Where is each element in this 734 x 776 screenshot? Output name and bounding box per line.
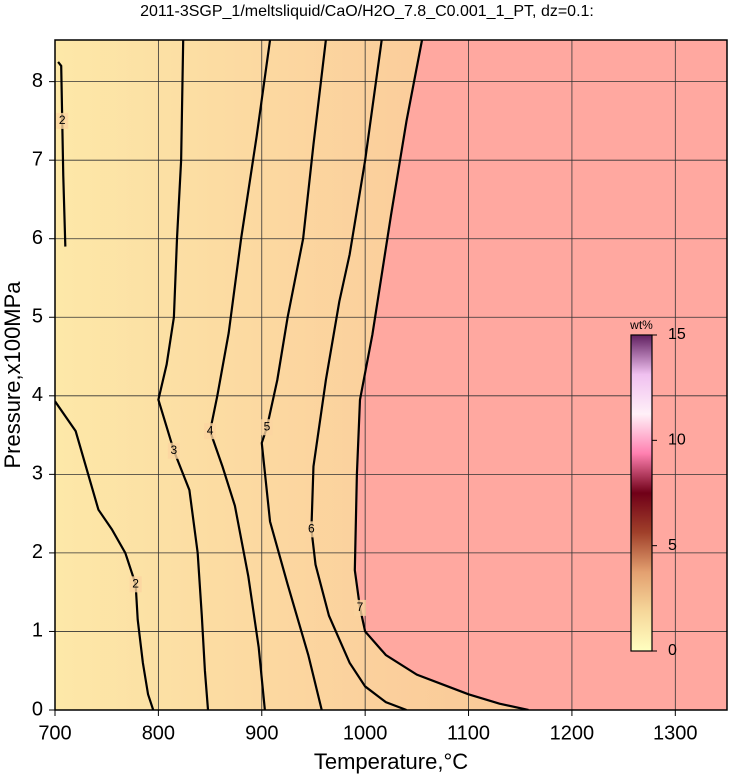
y-tick-label: 0 (32, 698, 43, 720)
x-tick-label: 800 (142, 722, 175, 744)
contour-label-bg (167, 442, 180, 459)
y-tick-label: 3 (32, 463, 43, 485)
contour-label-bg (260, 419, 273, 436)
y-tick-label: 4 (32, 384, 43, 406)
x-tick-label: 900 (245, 722, 278, 744)
contour-label-bg (56, 112, 69, 129)
y-tick-label: 6 (32, 227, 43, 249)
melt-region (354, 40, 727, 710)
contour-line (55, 400, 155, 710)
contour-label: 4 (207, 423, 214, 437)
y-tick-label: 1 (32, 620, 43, 642)
contour-label: 5 (264, 419, 271, 433)
colorbar-label: wt% (629, 318, 653, 332)
contour-label-bg (204, 423, 217, 440)
x-axis-label: Temperature,°C (314, 749, 468, 774)
contour-label-bg (353, 599, 366, 616)
x-tick-label: 1300 (653, 722, 698, 744)
y-tick-label: 7 (32, 148, 43, 170)
plot-frame (54, 39, 728, 711)
colorbar-tick-label: 15 (668, 326, 686, 343)
x-tick-label: 1200 (550, 722, 595, 744)
y-tick-label: 5 (32, 306, 43, 328)
x-tick-label: 700 (38, 722, 71, 744)
contour-label-bg (129, 576, 142, 593)
contour-label-bg (305, 521, 318, 538)
x-tick-label: 1100 (447, 722, 490, 744)
chart-title: 2011-3SGP_1/meltsliquid/CaO/H2O_7.8_C0.0… (140, 3, 594, 20)
colorbar (630, 334, 653, 652)
contour-label: 2 (59, 113, 66, 127)
contour-label: 2 (132, 576, 139, 590)
y-axis-label: Pressure,x100MPa (0, 281, 25, 469)
contour-label: 6 (308, 522, 315, 536)
colorbar-tick-label: 10 (668, 432, 686, 449)
y-tick-label: 8 (32, 70, 43, 92)
contour-line (157, 40, 210, 710)
colorbar-tick-label: 0 (668, 642, 677, 659)
colorbar-tick-label: 5 (668, 537, 677, 554)
contour-label: 3 (171, 443, 178, 457)
x-tick-label: 1000 (343, 722, 388, 744)
contour-label: 7 (357, 600, 364, 614)
y-tick-label: 2 (32, 541, 43, 563)
